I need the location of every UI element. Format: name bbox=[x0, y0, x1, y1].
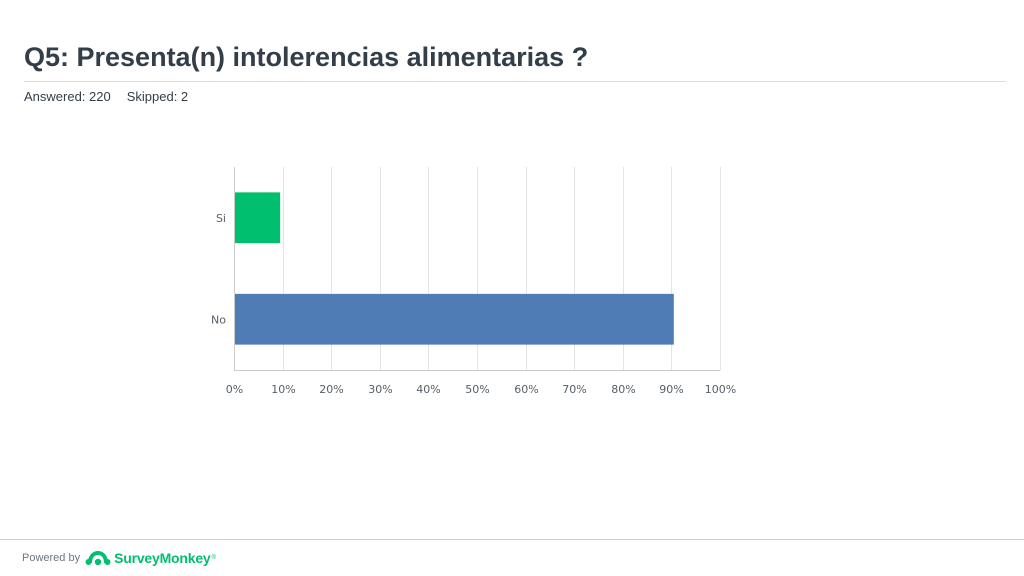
page-title: Q5: Presenta(n) intolerencias alimentari… bbox=[24, 42, 589, 72]
bar-si bbox=[234, 192, 281, 244]
surveymonkey-logo-icon bbox=[85, 548, 111, 568]
category-label: Si bbox=[216, 212, 226, 225]
response-stats: Answered: 220 Skipped: 2 bbox=[24, 89, 188, 104]
x-tick-label: 30% bbox=[368, 383, 392, 396]
category-label: No bbox=[211, 313, 226, 326]
x-tick-label: 100% bbox=[705, 383, 736, 396]
x-tick-label: 50% bbox=[465, 383, 489, 396]
x-tick-label: 0% bbox=[226, 383, 243, 396]
powered-by-label: Powered by bbox=[22, 552, 81, 564]
x-tick-label: 10% bbox=[271, 383, 295, 396]
title-divider bbox=[24, 81, 1006, 82]
bar-no bbox=[234, 293, 674, 345]
x-tick-label: 90% bbox=[659, 383, 683, 396]
footer: Powered by SurveyMonkey ® bbox=[22, 548, 216, 568]
x-tick-label: 60% bbox=[514, 383, 538, 396]
trademark-symbol: ® bbox=[211, 555, 216, 561]
skipped-count: Skipped: 2 bbox=[126, 89, 189, 104]
footer-divider bbox=[0, 539, 1024, 540]
answered-count: Answered: 220 bbox=[24, 89, 111, 104]
x-tick-label: 70% bbox=[562, 383, 586, 396]
x-tick-label: 80% bbox=[611, 383, 635, 396]
brand-name: SurveyMonkey bbox=[114, 550, 211, 566]
x-tick-label: 40% bbox=[416, 383, 440, 396]
x-tick-label: 20% bbox=[319, 383, 343, 396]
